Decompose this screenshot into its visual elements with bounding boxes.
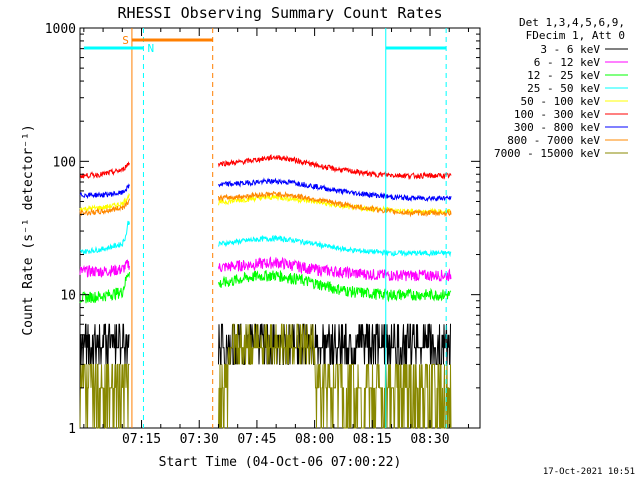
legend-header-line-2: FDecim 1, Att 0 (526, 29, 625, 42)
series-line-8-segment-1 (79, 198, 130, 217)
series-line-3-segment-1 (79, 272, 130, 304)
legend-label-9: 7000 - 15000 keV (494, 147, 600, 160)
x-tick-label: 08:15 (353, 432, 392, 447)
series-7 (79, 177, 452, 203)
y-axis-label: Count Rate (s⁻¹ detector⁻¹) (21, 124, 36, 335)
y-tick-label: 1000 (45, 22, 76, 37)
x-tick-label: 07:15 (122, 432, 161, 447)
x-tick-label: 08:30 (410, 432, 449, 447)
legend-label-1: 3 - 6 keV (540, 43, 600, 56)
series-4 (79, 220, 452, 258)
y-tick-label: 100 (53, 155, 76, 170)
series-line-9-segment-2 (218, 323, 452, 429)
legend-label-4: 25 - 50 keV (527, 82, 600, 95)
x-tick-label: 07:30 (180, 432, 219, 447)
y-axis-ticks: 1 10 100 1000 (45, 22, 480, 437)
series-line-7-segment-1 (79, 183, 130, 200)
series-line-2-segment-1 (79, 259, 130, 278)
series-line-3-segment-2 (218, 270, 452, 303)
series-line-8-segment-2 (218, 190, 452, 218)
x-tick-label: 08:00 (295, 432, 334, 447)
footer-date: 17-Oct-2021 10:51 (543, 467, 635, 477)
y-tick-label: 1 (68, 422, 76, 437)
x-tick-label: 07:45 (237, 432, 276, 447)
plot-area: SN (79, 27, 481, 429)
legend: Det 1,3,4,5,6,9, FDecim 1, Att 0 3 - 6 k… (494, 16, 628, 160)
series-line-2-segment-2 (218, 256, 452, 282)
series-line-6-segment-2 (218, 154, 452, 180)
series-line-6-segment-1 (79, 161, 130, 179)
series-3 (79, 270, 452, 304)
legend-label-7: 300 - 800 keV (514, 121, 600, 134)
x-axis-label: Start Time (04-Oct-06 07:00:22) (159, 455, 402, 470)
y-tick-label: 10 (60, 289, 76, 304)
marker-lines: SN (83, 28, 447, 428)
plot-frame (79, 27, 481, 429)
series-9 (79, 323, 452, 429)
x-axis-ticks: 07:15 07:30 07:45 08:00 08:15 08:30 (83, 28, 469, 447)
annotation-n: N (147, 42, 154, 55)
series-line-5-segment-1 (79, 192, 130, 213)
legend-label-2: 6 - 12 keV (534, 56, 601, 69)
series-line-4-segment-2 (218, 234, 452, 258)
series-line-1-segment-2 (218, 323, 451, 365)
series-line-9-segment-1 (79, 363, 130, 429)
series-6 (79, 154, 452, 180)
legend-label-8: 800 - 7000 keV (507, 134, 600, 147)
legend-label-6: 100 - 300 keV (514, 108, 600, 121)
series-line-1-segment-1 (80, 323, 130, 365)
legend-label-5: 50 - 100 keV (521, 95, 601, 108)
legend-label-3: 12 - 25 keV (527, 69, 600, 82)
series-line-7-segment-2 (218, 177, 452, 203)
legend-header-line-1: Det 1,3,4,5,6,9, (519, 16, 625, 29)
chart-title: RHESSI Observing Summary Count Rates (117, 4, 442, 22)
series-line-4-segment-1 (79, 220, 130, 255)
series-2 (79, 256, 452, 282)
series-8 (79, 190, 452, 218)
annotation-s: S (122, 34, 129, 47)
